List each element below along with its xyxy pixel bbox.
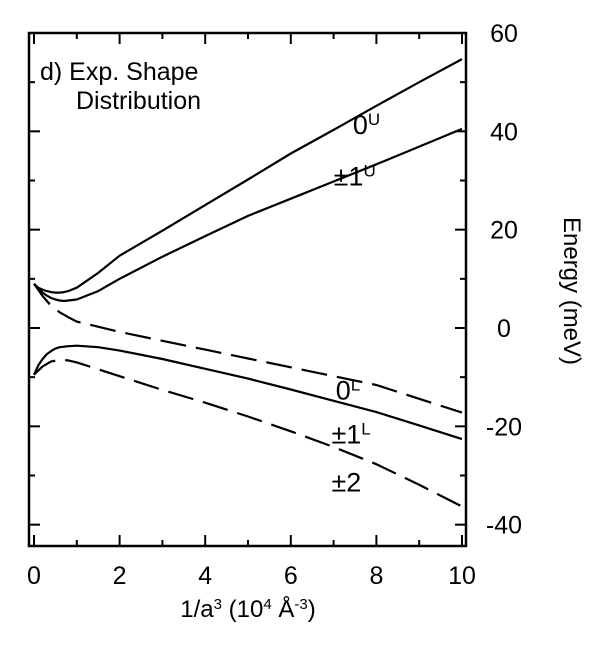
x-axis-title-text: )	[308, 596, 316, 623]
series-label: ±2	[331, 467, 361, 497]
series-label-superscript: L	[351, 375, 360, 394]
panel-label-line-1: d) Exp. Shape	[40, 58, 198, 86]
x-tick-label: 4	[198, 562, 212, 590]
series-label-text: ±1	[331, 420, 361, 450]
y-axis-title: Energy (meV)	[558, 217, 585, 365]
x-tick-label: 8	[369, 562, 383, 590]
y-tick-label: 20	[490, 217, 518, 245]
x-tick-label: 2	[113, 562, 127, 590]
y-tick-labels: 60 40 20 0 -20 -40	[486, 20, 522, 540]
x-tick-labels: 0 2 4 6 8 10	[27, 562, 476, 590]
series-label: 0L	[336, 375, 361, 406]
x-axis-title-superscript: 3	[214, 596, 222, 613]
panel-label-line-2: Distribution	[76, 87, 201, 115]
x-axis-title-superscript: 4	[263, 596, 271, 613]
series-line	[33, 58, 463, 294]
series-label: ±1L	[331, 419, 370, 450]
series-line	[33, 344, 463, 441]
y-tick-label: -20	[486, 413, 522, 441]
curves	[33, 58, 463, 508]
series-line	[33, 283, 463, 414]
x-axis-title: 1/a3 (104 Å-3)	[180, 595, 315, 623]
x-axis-title-text: (10	[222, 596, 263, 623]
series-label: 0U	[353, 109, 380, 140]
x-axis-title-text: Å	[272, 595, 295, 623]
series-label: ±1U	[334, 161, 376, 192]
series-line	[33, 127, 463, 303]
series-label-superscript: L	[361, 419, 370, 438]
y-tick-label: -40	[486, 512, 522, 540]
series-label-superscript: U	[368, 109, 380, 128]
x-axis-title-text: 1/a	[180, 596, 214, 623]
series-label-text: ±2	[331, 467, 361, 497]
series-label-text: ±1	[334, 162, 364, 192]
x-axis-title-superscript: -3	[294, 596, 307, 613]
y-tick-label: 0	[497, 315, 511, 343]
tick-marks	[29, 32, 466, 546]
y-tick-label: 60	[490, 20, 518, 48]
x-tick-label: 10	[448, 562, 476, 590]
y-tick-label: 40	[490, 118, 518, 146]
x-tick-label: 0	[27, 562, 41, 590]
series-line	[33, 358, 463, 508]
series-label-text: 0	[336, 375, 351, 405]
x-tick-label: 6	[284, 562, 298, 590]
series-label-text: 0	[353, 110, 368, 140]
series-label-superscript: U	[363, 161, 375, 180]
